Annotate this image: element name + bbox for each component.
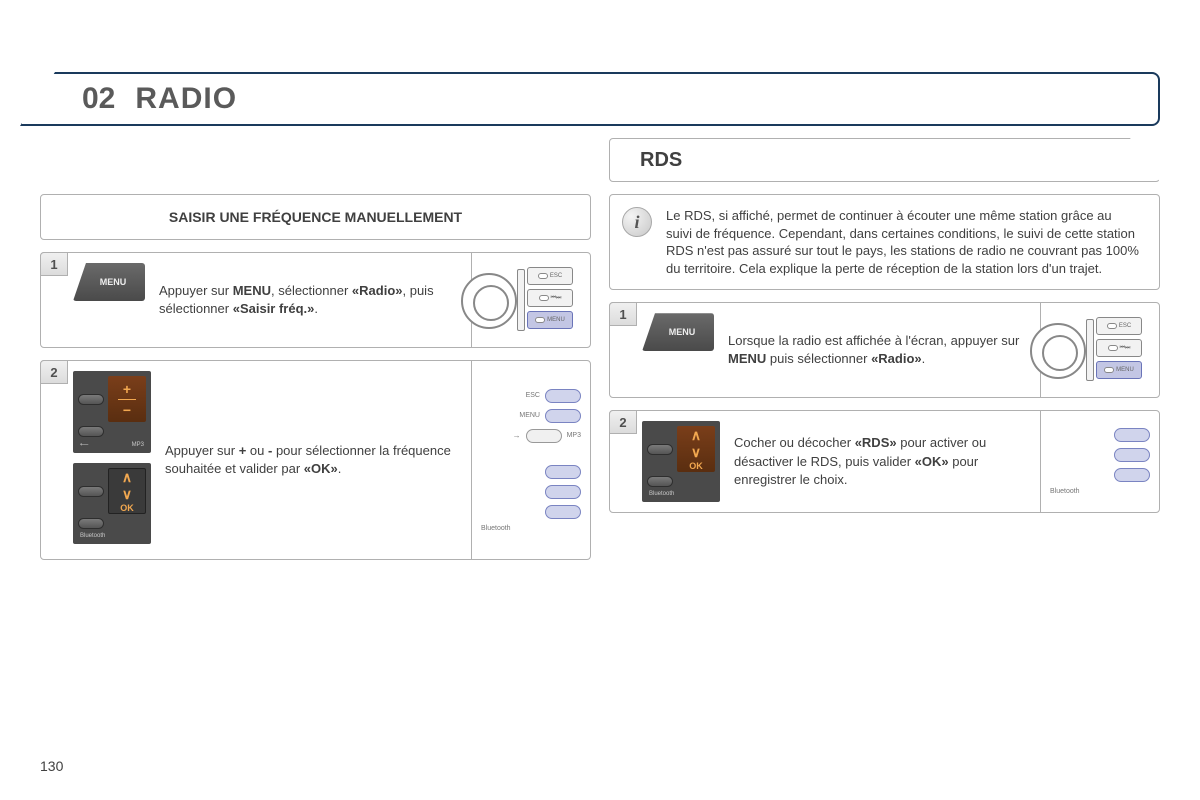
step-side-diagram: Bluetooth <box>1041 411 1159 512</box>
keypad-plusminus-icon: +− ⟵MP3 <box>73 371 151 453</box>
right-step-2: 2 ∧∨OK Bluetooth Cocher ou décocher «RDS… <box>609 410 1160 513</box>
menu-button-icon: MENU <box>73 263 145 301</box>
step-text: Appuyer sur MENU, sélectionner «Radio», … <box>159 282 457 318</box>
button-stack-icon: ESC MENU →MP3 <box>481 389 581 443</box>
step-badge: 2 <box>609 410 637 434</box>
left-subheading: SAISIR UNE FRÉQUENCE MANUELLEMENT <box>40 194 591 240</box>
left-column: SAISIR UNE FRÉQUENCE MANUELLEMENT 1 MENU… <box>40 138 591 560</box>
step-text: Appuyer sur + ou - pour sélectionner la … <box>165 442 457 478</box>
page-title-bar: 02 RADIO <box>20 72 1160 126</box>
page-number: 130 <box>40 758 63 774</box>
info-icon: i <box>622 207 652 237</box>
left-step-1: 1 MENU Appuyer sur MENU, sélectionner «R… <box>40 252 591 348</box>
step-side-diagram: ESC MENU →MP3 Bluetooth <box>472 361 590 559</box>
keypad-nav-icon: ∧∨OK Bluetooth <box>642 421 720 502</box>
dial-cluster-icon: ESC ⏮⏭ MENU <box>479 265 583 335</box>
step-side-diagram: ESC ⏮⏭ MENU <box>472 253 590 347</box>
step-badge: 2 <box>40 360 68 384</box>
info-text: Le RDS, si affiché, permet de continuer … <box>666 207 1141 277</box>
right-column: RDS i Le RDS, si affiché, permet de cont… <box>609 138 1160 560</box>
dial-cluster-icon: ESC ⏮⏭ MENU <box>1048 315 1152 385</box>
step-side-diagram: ESC ⏮⏭ MENU <box>1041 303 1159 397</box>
step-text: Lorsque la radio est affichée à l'écran,… <box>728 332 1026 368</box>
step-text: Cocher ou décocher «RDS» pour activer ou… <box>734 434 1026 489</box>
keypad-nav-icon: ∧∨OK Bluetooth <box>73 463 151 544</box>
button-stack-icon: Bluetooth <box>1050 428 1150 495</box>
info-panel: i Le RDS, si affiché, permet de continue… <box>609 194 1160 290</box>
right-step-1: 1 MENU Lorsque la radio est affichée à l… <box>609 302 1160 398</box>
section-number: 02 <box>82 82 115 116</box>
menu-button-icon: MENU <box>642 313 714 351</box>
button-stack-icon: Bluetooth <box>481 465 581 532</box>
step-badge: 1 <box>40 252 68 276</box>
step-badge: 1 <box>609 302 637 326</box>
right-heading: RDS <box>609 138 1160 182</box>
left-step-2: 2 +− ⟵MP3 ∧∨OK Bluetooth Appuyer sur + o… <box>40 360 591 560</box>
section-title: RADIO <box>135 82 237 116</box>
